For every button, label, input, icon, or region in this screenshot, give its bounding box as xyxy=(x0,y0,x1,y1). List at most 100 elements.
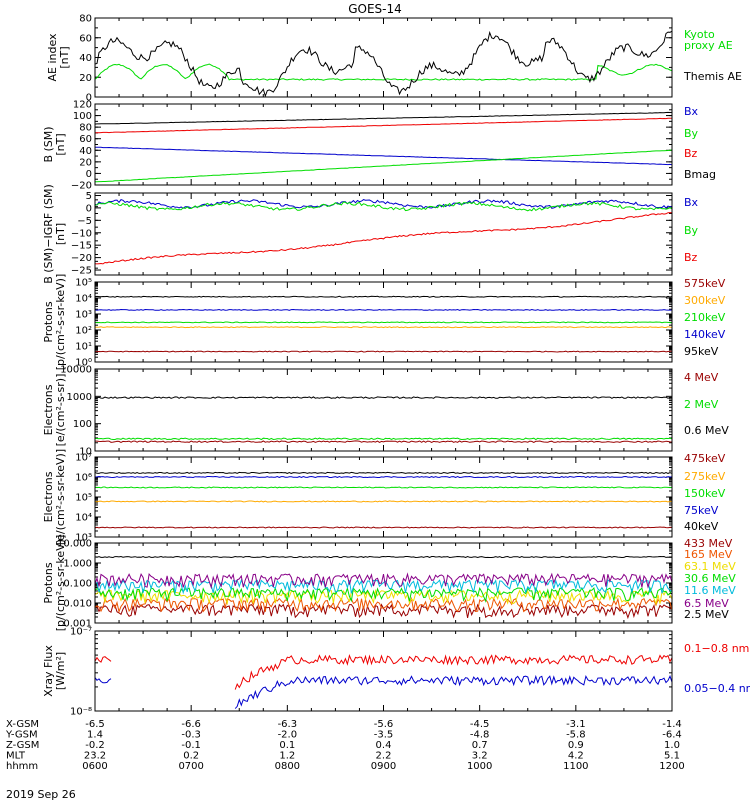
y-tick-label: 10000 xyxy=(60,365,92,376)
y-axis-label: B (SM)−IGRF (SM)[nT] xyxy=(42,184,67,284)
date-label: 2019 Sep 26 xyxy=(6,788,76,800)
series-line xyxy=(95,326,672,329)
y-tick-label: 20 xyxy=(79,73,92,84)
legend-entry: 11.6 MeV xyxy=(684,584,736,597)
series-line xyxy=(95,350,672,353)
y-tick-label: 100 xyxy=(73,419,92,430)
panel-frame xyxy=(94,630,673,712)
y-tick-label: 10³ xyxy=(75,310,92,321)
y-tick-label: 5 xyxy=(86,191,92,202)
axis-tick-value: -6.6 xyxy=(181,719,201,730)
panel-frame xyxy=(94,17,673,98)
legend-entry: 30.6 MeV xyxy=(684,572,736,585)
legend-entry: 0.05−0.4 nm xyxy=(684,682,750,695)
y-tick-label: 10⁷ xyxy=(75,453,92,464)
legend-entry: 433 MeV xyxy=(684,537,733,550)
axis-tick-value: 0900 xyxy=(371,761,396,772)
series-line xyxy=(95,199,672,209)
y-axis-label: B (SM)[nT] xyxy=(42,126,67,162)
axis-tick-value: 5.1 xyxy=(664,751,680,762)
series-line xyxy=(95,677,112,684)
axis-tick-value: -6.4 xyxy=(662,730,682,741)
axis-tick-value: 1.4 xyxy=(87,730,103,741)
y-tick-label: 10¹ xyxy=(75,342,92,353)
axis-tick-value: -0.3 xyxy=(181,730,201,741)
series-line xyxy=(95,603,672,620)
series-line xyxy=(95,555,672,559)
series-line xyxy=(234,674,672,709)
axis-row-label: hhmm xyxy=(6,761,38,772)
panel-5: Electrons[e/(cm²-s-sr)] 10 100 1000 10000 4 M… xyxy=(42,365,729,458)
axis-tick-value: -6.3 xyxy=(278,719,298,730)
legend-entry: 95keV xyxy=(684,345,719,358)
series-line xyxy=(95,471,672,474)
y-tick-label: 0 xyxy=(86,169,92,180)
y-tick-label: 1000 xyxy=(67,392,92,403)
legend-entry: 575keV xyxy=(684,277,726,290)
axis-tick-value: 1100 xyxy=(563,761,588,772)
panel-4: Protons[p/(cm²-s-sr-keV)] 10⁰ 10¹ 10² 10³ 10⁴… xyxy=(42,274,726,371)
y-tick-label: −10 xyxy=(71,228,92,239)
axis-tick-value: -3.1 xyxy=(566,719,586,730)
axis-tick-value: -5.6 xyxy=(374,719,394,730)
legend-entry: 210keV xyxy=(684,311,726,324)
y-tick-label: 0.001 xyxy=(63,619,92,630)
legend-entry: 0.1−0.8 nm xyxy=(684,642,749,655)
y-tick-label: 10² xyxy=(75,326,92,337)
y-tick-label: 100 xyxy=(73,111,92,122)
series-line xyxy=(95,146,672,166)
legend-entry: 2 MeV xyxy=(684,398,719,411)
y-axis-label: AE index[nT] xyxy=(46,33,71,82)
series-line xyxy=(95,212,672,265)
legend-entry: 40keV xyxy=(684,520,719,533)
series-line xyxy=(95,500,672,503)
panel-frame xyxy=(94,281,673,363)
axis-tick-value: 1000 xyxy=(467,761,492,772)
y-axis-label: Electrons[e/(cm²-s-sr-keV)] xyxy=(42,449,67,545)
y-tick-label: 0.100 xyxy=(63,579,92,590)
plot-title: GOES-14 xyxy=(348,2,402,16)
series-line xyxy=(95,437,672,441)
series-line xyxy=(95,111,672,125)
legend-entry: 6.5 MeV xyxy=(684,597,729,610)
axis-tick-value: -0.1 xyxy=(181,740,201,751)
y-tick-label: 10⁻⁷ xyxy=(70,627,92,638)
y-tick-label: 40 xyxy=(79,53,92,64)
axis-tick-value: -4.8 xyxy=(470,730,490,741)
axis-tick-value: 1.0 xyxy=(664,740,680,751)
y-tick-label: −20 xyxy=(71,181,92,192)
axis-tick-value: 2.2 xyxy=(376,751,392,762)
series-line xyxy=(95,149,672,183)
series-line xyxy=(95,578,672,595)
series-line xyxy=(95,117,672,134)
axis-tick-value: 3.2 xyxy=(472,751,488,762)
panel-frame xyxy=(94,192,673,276)
series-line xyxy=(95,321,672,324)
y-tick-label: 10⁵ xyxy=(75,278,92,289)
legend-entry: 140keV xyxy=(684,328,726,341)
series-line xyxy=(95,63,672,81)
y-tick-label: 10⁵ xyxy=(75,493,92,504)
series-line xyxy=(95,526,672,529)
y-tick-label: 0.010 xyxy=(63,599,92,610)
panel-3: B (SM)−IGRF (SM)[nT]50−5−10−15−20−25BxBy… xyxy=(42,184,699,284)
y-tick-label: 10⁴ xyxy=(75,513,92,524)
axis-tick-value: 0800 xyxy=(275,761,300,772)
legend-entry: 165 MeV xyxy=(684,548,733,561)
y-tick-label: −15 xyxy=(71,241,92,252)
y-tick-label: 10 xyxy=(79,447,92,458)
axis-tick-value: 4.2 xyxy=(568,751,584,762)
axis-tick-value: 23.2 xyxy=(84,751,106,762)
y-tick-label: −5 xyxy=(77,216,92,227)
panel-frame xyxy=(94,103,673,186)
axis-tick-value: 0.4 xyxy=(376,740,392,751)
axis-tick-value: -4.5 xyxy=(470,719,490,730)
series-line xyxy=(95,308,672,311)
legend-entry: Bx xyxy=(684,105,699,118)
panel-8: Xray Flux[W/m²]10⁻⁸ 10⁻⁷ 0.1−0.8 nm 0.05−0.… xyxy=(42,627,750,718)
axis-row-label: Y-GSM xyxy=(5,730,38,741)
y-tick-label: 1.000 xyxy=(63,559,92,570)
series-line xyxy=(95,586,672,603)
axis-tick-value: 0700 xyxy=(178,761,203,772)
